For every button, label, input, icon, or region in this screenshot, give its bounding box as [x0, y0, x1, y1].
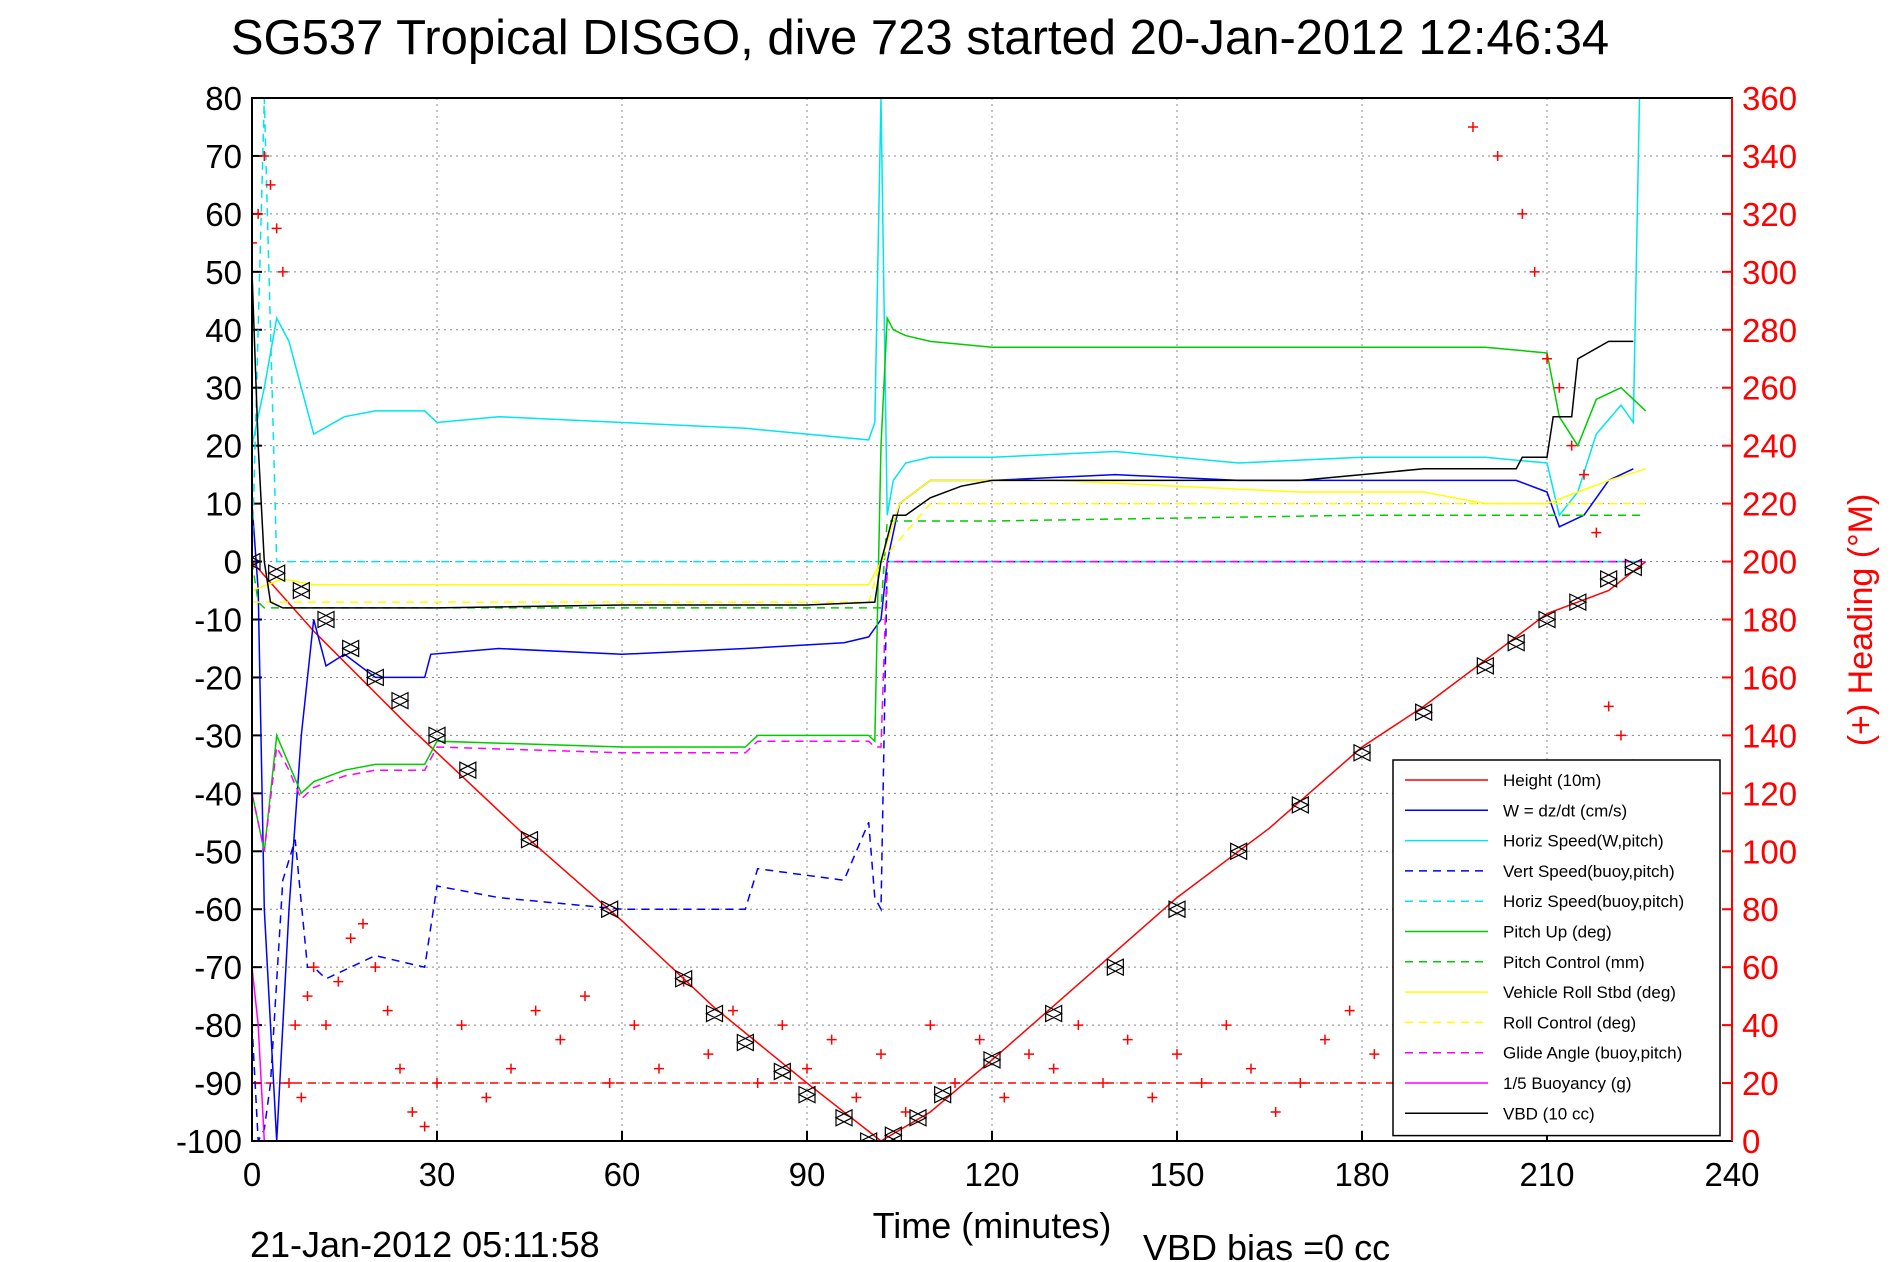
x-tick-label: 90 [789, 1156, 826, 1193]
legend-label: Roll Control (deg) [1503, 1013, 1636, 1032]
x-tick-label: 30 [419, 1156, 456, 1193]
y-tick-label: 30 [205, 370, 242, 407]
right-tick-label: 340 [1742, 138, 1797, 175]
right-tick-label: 200 [1742, 544, 1797, 581]
x-tick-label: 150 [1149, 1156, 1204, 1193]
x-tick-label: 0 [243, 1156, 261, 1193]
right-axis-ticks: 3603403203002802602402202001801601401201… [1722, 80, 1797, 1160]
right-tick-label: 300 [1742, 254, 1797, 291]
y-tick-label: 10 [205, 486, 242, 523]
y-tick-label: -10 [194, 602, 242, 639]
legend-label: Pitch Control (mm) [1503, 953, 1645, 972]
right-tick-label: 0 [1742, 1123, 1760, 1160]
y-tick-label: -80 [194, 1007, 242, 1044]
legend-label: Glide Angle (buoy,pitch) [1503, 1044, 1682, 1063]
y-tick-label: 70 [205, 138, 242, 175]
legend-label: Horiz Speed(W,pitch) [1503, 832, 1664, 851]
legend-label: Vert Speed(buoy,pitch) [1503, 862, 1675, 881]
x-tick-label: 240 [1704, 1156, 1759, 1193]
legend-label: VBD (10 cc) [1503, 1104, 1595, 1123]
legend-label: 1/5 Buoyancy (g) [1503, 1074, 1632, 1093]
right-tick-label: 60 [1742, 949, 1779, 986]
right-tick-label: 220 [1742, 486, 1797, 523]
x-tick-label: 180 [1334, 1156, 1389, 1193]
legend-label: Pitch Up (deg) [1503, 923, 1612, 942]
footer-vbd-bias: VBD bias =0 cc [1143, 1227, 1390, 1262]
right-tick-label: 280 [1742, 312, 1797, 349]
y-tick-label: -100 [176, 1123, 242, 1160]
footer-date: 21-Jan-2012 05:11:58 [250, 1224, 600, 1262]
legend-label: Height (10m) [1503, 771, 1601, 790]
legend: Height (10m) W = dz/dt (cm/s) Horiz Speed(… [1393, 760, 1720, 1136]
y-tick-label: -70 [194, 949, 242, 986]
y-tick-label: -20 [194, 659, 242, 696]
legend-label: Vehicle Roll Stbd (deg) [1503, 983, 1676, 1002]
right-tick-label: 40 [1742, 1007, 1779, 1044]
chart-title: SG537 Tropical DISGO, dive 723 started 2… [231, 11, 1609, 65]
right-axis-label: (+) Heading (°M) [1842, 494, 1880, 747]
y-tick-label: 20 [205, 428, 242, 465]
x-tick-label: 60 [604, 1156, 641, 1193]
right-tick-label: 240 [1742, 428, 1797, 465]
y-tick-label: 0 [224, 544, 242, 581]
x-axis-label: Time (minutes) [873, 1205, 1112, 1246]
right-tick-label: 320 [1742, 196, 1797, 233]
legend-label: Horiz Speed(buoy,pitch) [1503, 892, 1684, 911]
right-tick-label: 100 [1742, 833, 1797, 870]
y-tick-label: 60 [205, 196, 242, 233]
y-tick-label: 80 [205, 80, 242, 117]
x-tick-label: 120 [964, 1156, 1019, 1193]
right-tick-label: 360 [1742, 80, 1797, 117]
y-tick-label: -60 [194, 891, 242, 928]
y-tick-label: -40 [194, 775, 242, 812]
y-tick-label: -90 [194, 1065, 242, 1102]
right-tick-label: 120 [1742, 775, 1797, 812]
x-tick-label: 210 [1519, 1156, 1574, 1193]
y-tick-label: -30 [194, 717, 242, 754]
right-tick-label: 260 [1742, 370, 1797, 407]
right-tick-label: 140 [1742, 717, 1797, 754]
y-tick-label: 40 [205, 312, 242, 349]
y-tick-label: 50 [205, 254, 242, 291]
right-tick-label: 160 [1742, 659, 1797, 696]
right-tick-label: 20 [1742, 1065, 1779, 1102]
y-axis-ticks: 80 70 60 50 40 30 20 10 0 -10 -20 -30 -40 -50 -60 -70 -8… [176, 80, 262, 1160]
legend-label: W = dz/dt (cm/s) [1503, 801, 1627, 820]
y-tick-label: -50 [194, 833, 242, 870]
right-tick-label: 180 [1742, 602, 1797, 639]
right-tick-label: 80 [1742, 891, 1779, 928]
